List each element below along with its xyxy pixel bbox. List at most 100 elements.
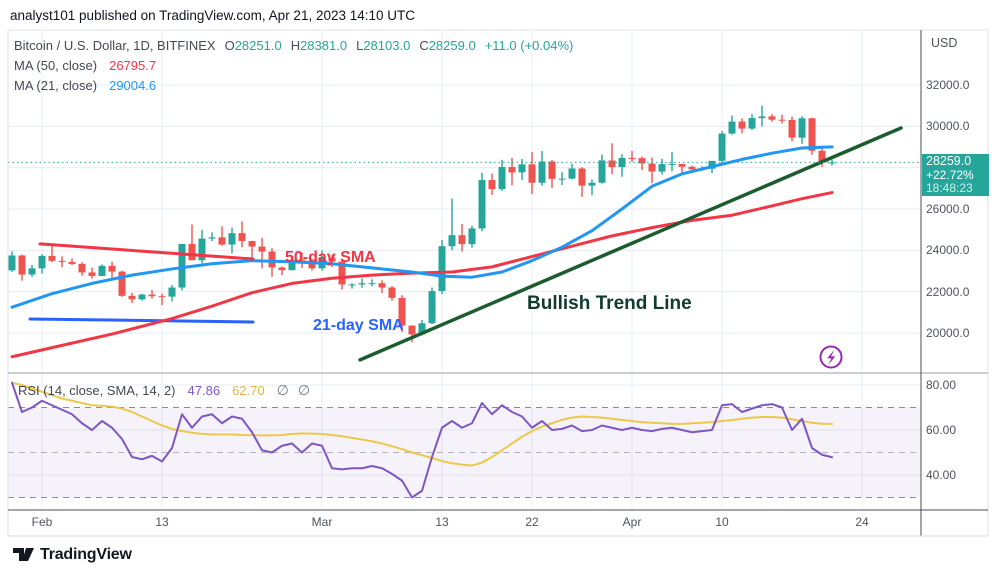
price-axis-unit: USD (931, 36, 958, 50)
rsi-band-empty-icons: ∅∅ (276, 382, 320, 398)
candle-body (48, 255, 56, 261)
candle-body (228, 233, 236, 245)
candle-body (548, 161, 556, 179)
annotation-50day-sma: 50-day SMA (285, 249, 376, 266)
candle-body (358, 283, 366, 285)
symbol-legend[interactable]: Bitcoin / U.S. Dollar, 1D, BITFINEX O282… (14, 38, 573, 53)
candle-body (738, 121, 746, 129)
candle-body (148, 294, 156, 297)
candle-body (788, 119, 796, 138)
candle-body (578, 168, 586, 186)
candle-body (668, 163, 676, 165)
candle-body (718, 133, 726, 161)
candle-body (38, 255, 46, 269)
candle-body (368, 283, 376, 285)
candle-body (78, 263, 86, 273)
candle-body (398, 297, 406, 326)
ma50-value: 26795.7 (109, 58, 157, 73)
symbol-title: Bitcoin / U.S. Dollar, 1D, BITFINEX (14, 38, 216, 53)
flash-icon (819, 345, 843, 369)
candle-body (608, 160, 616, 168)
candle-body (158, 296, 166, 298)
ma21-legend[interactable]: MA (21, close) 29004.6 (14, 78, 156, 93)
rsi-sma-line (11, 381, 833, 467)
ma21-label: MA (21, close) (14, 78, 98, 93)
bullish-trend-line (358, 126, 903, 362)
candle-body (8, 255, 16, 271)
candle-body (408, 325, 416, 335)
candle-body (208, 237, 216, 239)
candle-body (68, 261, 76, 264)
resistance-line (38, 242, 255, 261)
candle-body (238, 233, 246, 242)
rsi-sma-value: 62.70 (232, 383, 265, 398)
candle-body (98, 265, 106, 276)
candle-body (538, 161, 546, 183)
flash-bolt-icon (827, 349, 836, 365)
candle-body (558, 178, 566, 180)
candle-body (308, 260, 316, 269)
candle-body (128, 295, 136, 300)
candle-body (618, 157, 626, 168)
change-value: +11.0 (+0.04%) (484, 38, 574, 53)
candle-body (648, 163, 656, 172)
candle-body (348, 284, 356, 286)
ohlc-close: C28259.0 (419, 38, 476, 53)
candle-body (808, 118, 816, 151)
candle-body (58, 260, 66, 262)
candle-body (768, 116, 776, 120)
candle-body (198, 238, 206, 261)
candle-body (568, 168, 576, 179)
candle-body (298, 259, 306, 261)
candle-body (18, 255, 26, 275)
candle-body (388, 287, 396, 298)
candle-body (248, 241, 256, 247)
candle-body (28, 268, 36, 275)
candle-body (468, 228, 476, 245)
candle-body (278, 267, 286, 271)
published-watermark: analyst101 published on TradingView.com,… (10, 8, 416, 23)
price-badge: 28259.0 +22.72% 18:48:23 (922, 154, 989, 196)
tradingview-logo-icon (13, 548, 34, 561)
candle-body (688, 166, 696, 170)
candle-body (168, 287, 176, 297)
candle-body (118, 271, 126, 296)
ma50-line (10, 191, 834, 359)
candle-body (258, 246, 266, 252)
candle-body (458, 235, 466, 245)
tradingview-logo-text: TradingView (40, 545, 132, 563)
rsi-line (11, 381, 833, 499)
support-line (28, 317, 255, 324)
candle-body (488, 180, 496, 190)
candle-body (598, 160, 606, 183)
ohlc-high: H28381.0 (290, 38, 348, 53)
tradingview-logo[interactable]: TradingView (12, 544, 132, 565)
ohlc-open: O28251.0 (224, 38, 282, 53)
candle-body (498, 167, 506, 190)
ma50-legend[interactable]: MA (50, close) 26795.7 (14, 58, 156, 73)
candle-body (218, 237, 226, 245)
badge-change: +22.72% (926, 167, 974, 182)
rsi-value: 47.86 (187, 383, 221, 398)
candle-body (478, 180, 486, 229)
candle-body (758, 116, 766, 119)
candle-body (418, 323, 426, 335)
candle-body (108, 265, 116, 272)
rsi-legend[interactable]: RSI (14, close, SMA, 14, 2) 47.86 62.70 … (18, 382, 319, 399)
candle-body (338, 261, 346, 285)
ohlc-low: L28103.0 (356, 38, 411, 53)
candle-body (448, 235, 456, 247)
ma21-value: 29004.6 (109, 78, 157, 93)
candle-body (188, 243, 196, 261)
annotation-bullish-trend-line: Bullish Trend Line (527, 293, 692, 314)
candle-body (428, 291, 436, 324)
candle-body (508, 167, 516, 173)
annotation-21day-sma: 21-day SMA (313, 317, 404, 334)
candle-body (728, 121, 736, 134)
candle-body (528, 164, 536, 183)
candle-body (798, 118, 806, 138)
candle-body (628, 157, 636, 159)
candle-body (268, 251, 276, 268)
